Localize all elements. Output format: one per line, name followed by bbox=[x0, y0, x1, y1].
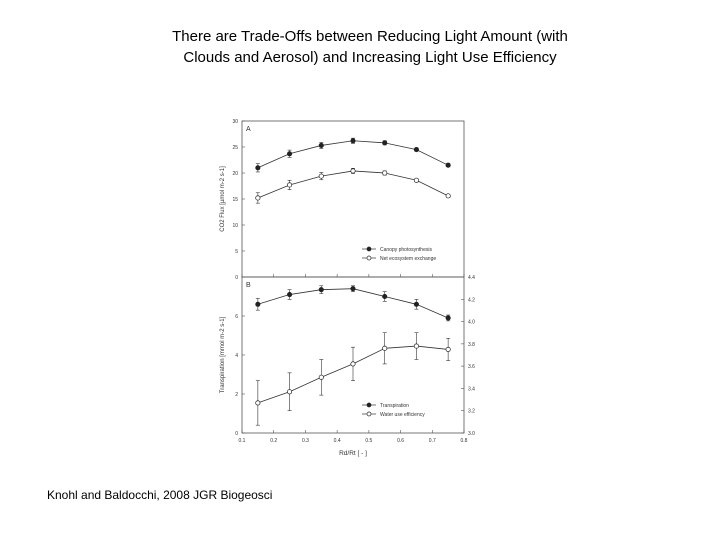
panel-b-xtick-label: 0.6 bbox=[397, 438, 404, 444]
transpiration-point bbox=[382, 293, 388, 300]
net-ecosystem-exchange-point bbox=[382, 170, 388, 176]
panel-b-xlabel: Rd/Rt [ - ] bbox=[339, 450, 367, 457]
panel-b-label: B bbox=[246, 282, 251, 289]
net-ecosystem-exchange-point bbox=[318, 173, 324, 179]
panel-b-xtick-label: 0.5 bbox=[365, 438, 372, 444]
transpiration-legend-marker bbox=[366, 402, 372, 408]
panel-b-xtick-label: 0.7 bbox=[429, 438, 436, 444]
citation: Knohl and Baldocchi, 2008 JGR Biogeosci bbox=[47, 488, 273, 502]
panel-b-y2tick-label: 3.8 bbox=[468, 342, 475, 348]
panel-a-label: A bbox=[246, 126, 251, 133]
slide-title-line-1: There are Trade-Offs between Reducing Li… bbox=[172, 28, 568, 45]
panel-a-ytick-label: 0 bbox=[235, 275, 238, 281]
water-use-efficiency-point bbox=[318, 374, 324, 380]
panel-a-ylabel: CO2 Flux [µmol m-2 s-1] bbox=[220, 166, 226, 232]
panel-b-y2tick-label: 3.6 bbox=[468, 364, 475, 370]
panel-b-y2tick-label: 4.4 bbox=[468, 275, 475, 281]
canopy-photosynthesis-point bbox=[350, 138, 356, 144]
panel-b-xtick-label: 0.3 bbox=[302, 438, 309, 444]
net-ecosystem-exchange-point bbox=[287, 182, 293, 188]
water-use-efficiency-point bbox=[413, 343, 419, 349]
panel-b-y2tick-label: 3.2 bbox=[468, 409, 475, 415]
water-use-efficiency-point bbox=[382, 345, 388, 351]
panel-a-ytick-label: 15 bbox=[232, 197, 238, 203]
canopy-photosynthesis-point bbox=[287, 151, 293, 157]
panel-a-ytick-label: 20 bbox=[232, 171, 238, 177]
water-use-efficiency-legend-label: Water use efficiency bbox=[380, 412, 425, 418]
transpiration-point bbox=[255, 301, 261, 307]
panel-a-ytick-label: 30 bbox=[232, 119, 238, 125]
water-use-efficiency-point bbox=[445, 346, 451, 352]
panel-a-ytick-label: 10 bbox=[232, 223, 238, 229]
canopy-photosynthesis-legend-marker bbox=[366, 246, 372, 252]
transpiration-point bbox=[350, 286, 356, 292]
transpiration-point bbox=[445, 315, 451, 321]
canopy-photosynthesis-point bbox=[318, 142, 324, 148]
slide-title: There are Trade-Offs between Reducing Li… bbox=[60, 26, 680, 68]
transpiration-point bbox=[413, 301, 419, 307]
canopy-photosynthesis-point bbox=[413, 147, 419, 153]
net-ecosystem-exchange-point bbox=[413, 177, 419, 183]
panel-b-ylabel: Transpiration [mmol m-2 s-1] bbox=[220, 316, 226, 393]
panel-b-y2tick-label: 3.0 bbox=[468, 431, 475, 437]
net-ecosystem-exchange-legend-label: Net ecosystem exchange bbox=[380, 256, 436, 262]
water-use-efficiency-point bbox=[287, 389, 293, 395]
net-ecosystem-exchange-point bbox=[255, 195, 261, 201]
canopy-photosynthesis-legend-label: Canopy photosynthesis bbox=[380, 247, 432, 253]
panel-b-y2tick-label: 4.2 bbox=[468, 297, 475, 303]
panel-b-y2tick-label: 3.4 bbox=[468, 386, 475, 392]
panel-b-xtick-label: 0.2 bbox=[270, 438, 277, 444]
panel-a-ytick-label: 25 bbox=[232, 145, 238, 151]
transpiration-point bbox=[318, 287, 324, 293]
panel-b-ytick-label: 2 bbox=[235, 392, 238, 398]
canopy-photosynthesis-point bbox=[445, 162, 451, 168]
transpiration-legend-label: Transpiration bbox=[380, 403, 409, 409]
water-use-efficiency-point bbox=[255, 400, 261, 406]
panel-b-xtick-label: 0.1 bbox=[239, 438, 246, 444]
water-use-efficiency-point bbox=[350, 361, 356, 367]
panel-a-frame bbox=[241, 120, 465, 278]
net-ecosystem-exchange-point bbox=[350, 168, 356, 174]
canopy-photosynthesis-point bbox=[255, 165, 261, 171]
figure: A 0 5 10 15 20 25 30 CO2 Flux [µmol m-2 s-1] Cano… bbox=[212, 112, 491, 467]
net-ecosystem-exchange-point bbox=[445, 193, 451, 199]
slide-title-line-2: Clouds and Aerosol) and Increasing Light… bbox=[183, 49, 557, 66]
net-ecosystem-exchange-line bbox=[257, 170, 449, 199]
canopy-photosynthesis-line bbox=[257, 140, 449, 169]
transpiration-line bbox=[257, 288, 449, 319]
canopy-photosynthesis-point bbox=[382, 140, 388, 146]
panel-b-xtick-label: 0.4 bbox=[334, 438, 341, 444]
water-use-efficiency-legend-marker bbox=[366, 411, 372, 417]
panel-b-y2tick-label: 4.0 bbox=[468, 320, 475, 326]
panel-b-ytick-label: 4 bbox=[235, 353, 238, 359]
panel-b-ytick-label: 6 bbox=[235, 314, 238, 320]
panel-b-xtick-label: 0.8 bbox=[461, 438, 468, 444]
transpiration-point bbox=[287, 292, 293, 298]
net-ecosystem-exchange-legend-marker bbox=[366, 255, 372, 261]
panel-a-ytick-label: 5 bbox=[235, 249, 238, 255]
panel-b-ytick-label: 0 bbox=[235, 431, 238, 437]
